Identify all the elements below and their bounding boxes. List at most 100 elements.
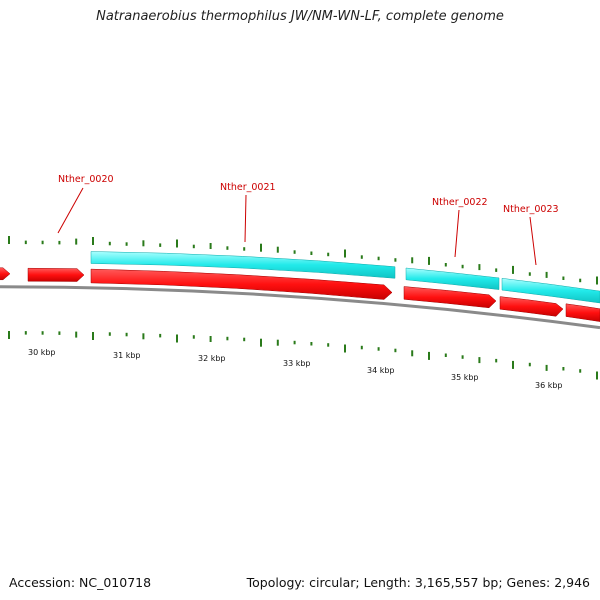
- gene-label-nther-0022: Nther_0022: [432, 197, 488, 208]
- gc-skew-bar: [562, 367, 565, 371]
- gene-arrow-nther-0024: [565, 303, 600, 322]
- gc-skew-bar: [545, 364, 548, 371]
- gene-arrow-nther-0023: [499, 296, 564, 317]
- gc-skew-bar: [394, 258, 397, 262]
- scale-label-30kbp: 30 kbp: [28, 348, 56, 357]
- gc-skew-bar: [260, 243, 262, 252]
- gene-label-nther-0023: Nther_0023: [503, 204, 559, 215]
- gc-skew-bar: [75, 331, 78, 338]
- gc-skew-bar: [360, 255, 363, 259]
- gc-skew-bar: [176, 239, 178, 248]
- gc-skew-bar: [125, 332, 128, 337]
- gc-skew-bar: [596, 276, 598, 285]
- gene-track: [0, 267, 600, 322]
- gc-skew-bar: [512, 360, 514, 369]
- gc-skew-bar: [209, 243, 212, 249]
- gc-skew-bar: [92, 237, 94, 245]
- gc-skew-bar: [478, 357, 481, 364]
- scale-label-36kbp: 36 kbp: [535, 381, 563, 390]
- gc-skew-bar: [41, 331, 44, 335]
- gc-skew-bar: [92, 332, 94, 340]
- gc-skew-bar: [192, 335, 195, 339]
- gc-skew-bar: [377, 256, 380, 261]
- gc-skew-bar: [478, 264, 481, 271]
- gene-label-leaders: [57, 187, 537, 266]
- scale-label-33kbp: 33 kbp: [283, 359, 311, 368]
- gc-skew-bar: [461, 264, 464, 269]
- gc-skew-bar: [243, 337, 246, 342]
- gc-skew-bar: [411, 257, 414, 264]
- gc-skew-bar: [226, 246, 229, 250]
- gc-skew-bar: [58, 240, 61, 245]
- gc-skew-bar: [58, 331, 61, 335]
- leader-nther-0023: [529, 216, 537, 266]
- gc-skew-bar: [125, 242, 128, 246]
- gc-skew-bar: [293, 340, 296, 345]
- gc-skew-bar: [562, 276, 565, 280]
- gc-skew-bar: [461, 355, 464, 359]
- leader-nther-0020: [57, 187, 84, 234]
- gc-skew-bar: [310, 342, 313, 346]
- gc-skew-track-upper: [8, 236, 598, 285]
- gc-skew-bar: [142, 240, 145, 247]
- scale-label-34kbp: 34 kbp: [367, 366, 395, 375]
- gc-skew-bar: [360, 345, 363, 350]
- gc-skew-bar: [192, 244, 195, 249]
- scale-label-35kbp: 35 kbp: [451, 373, 479, 382]
- gc-skew-bar: [512, 265, 514, 274]
- gc-skew-bar: [41, 240, 44, 245]
- gc-skew-bar: [209, 336, 212, 342]
- leader-nther-0022: [454, 209, 460, 258]
- gc-skew-bar: [495, 268, 498, 272]
- gc-skew-bar: [394, 348, 397, 353]
- gc-skew-bar: [24, 240, 27, 245]
- scale-label-32kbp: 32 kbp: [198, 354, 226, 363]
- accession-text: Accession: NC_010718: [9, 575, 152, 590]
- gene-arrow-nther-0021: [90, 268, 393, 300]
- gc-skew-bar: [142, 333, 145, 340]
- gc-skew-bar: [428, 351, 430, 360]
- cds-feature-nther-0023: [501, 278, 600, 304]
- gc-skew-track-lower: [8, 331, 598, 380]
- gc-skew-bar: [159, 243, 162, 247]
- leader-nther-0021: [244, 194, 247, 243]
- gc-skew-bar: [260, 338, 262, 347]
- gene-arrow-nther-0020: [27, 267, 85, 282]
- gc-skew-bar: [327, 343, 330, 347]
- gc-skew-bar: [377, 347, 380, 351]
- gc-skew-bar: [344, 344, 346, 353]
- gene-arrow-partial: [0, 267, 11, 281]
- gc-skew-bar: [495, 358, 498, 363]
- gc-skew-bar: [24, 331, 27, 335]
- gc-skew-bar: [8, 236, 10, 244]
- cds-feature-nther-0022: [405, 267, 500, 290]
- gc-skew-bar: [327, 252, 330, 257]
- gc-skew-bar: [310, 251, 313, 255]
- gc-skew-bar: [444, 353, 447, 357]
- cds-feature-track: [90, 251, 600, 304]
- gc-skew-bar: [75, 238, 78, 245]
- gc-skew-bar: [226, 336, 229, 341]
- gene-label-nther-0020: Nther_0020: [58, 174, 114, 185]
- gc-skew-bar: [276, 246, 279, 253]
- gene-labels: Nther_0020 Nther_0021 Nther_0022 Nther_0…: [58, 174, 559, 215]
- gc-skew-bar: [176, 334, 178, 343]
- map-title: Natranaerobius thermophilus JW/NM-WN-LF,…: [96, 9, 504, 24]
- genome-backbone: [0, 285, 600, 330]
- gc-skew-bar: [243, 247, 246, 251]
- gc-skew-bar: [159, 333, 162, 338]
- gene-label-nther-0021: Nther_0021: [220, 182, 276, 193]
- scale-labels: 30 kbp 31 kbp 32 kbp 33 kbp 34 kbp 35 kb…: [28, 348, 563, 390]
- gc-skew-bar: [596, 371, 598, 380]
- gc-skew-bar: [579, 369, 582, 373]
- cds-feature-nther-0021: [90, 251, 396, 279]
- gc-skew-bar: [545, 271, 548, 278]
- gc-skew-bar: [293, 250, 296, 254]
- gc-skew-bar: [444, 263, 447, 267]
- gc-skew-bar: [276, 339, 279, 346]
- gc-skew-bar: [411, 350, 414, 357]
- gc-skew-bar: [344, 249, 346, 258]
- genome-stats-text: Topology: circular; Length: 3,165,557 bp…: [246, 575, 590, 590]
- gc-skew-bar: [528, 362, 531, 367]
